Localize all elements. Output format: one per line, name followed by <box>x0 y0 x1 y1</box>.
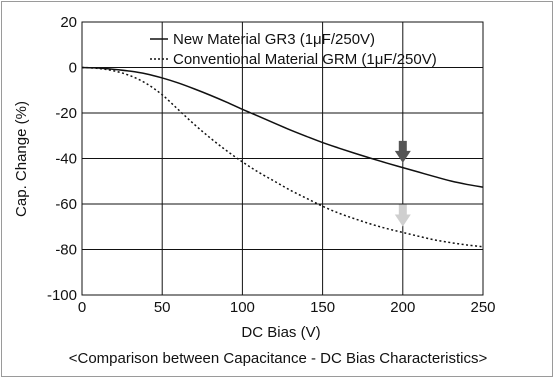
x-tick-label-0: 0 <box>78 299 86 316</box>
y-tick-label-0: 20 <box>60 14 77 31</box>
y-tick-label-3: -40 <box>55 151 77 168</box>
legend-label-series-1: New Material GR3 (1μF/250V) <box>173 31 375 48</box>
y-tick-label-5: -80 <box>55 242 77 259</box>
legend-label-series-2: Conventional Material GRM (1μF/250V) <box>173 51 437 68</box>
down-arrow-icon-2 <box>394 204 411 227</box>
x-tick-label-4: 200 <box>390 299 415 316</box>
arrow-layer <box>394 140 411 227</box>
x-tick-label-5: 250 <box>470 299 495 316</box>
series-line-1 <box>81 66 484 188</box>
plot-area <box>81 21 484 296</box>
y-tick-label-1: 0 <box>69 60 77 77</box>
x-tick-label-2: 100 <box>230 299 255 316</box>
x-tick-label-3: 150 <box>310 299 335 316</box>
x-axis-label: DC Bias (V) <box>241 324 320 341</box>
legend: New Material GR3 (1μF/250V) Conventional… <box>150 31 437 68</box>
y-tick-label-2: -20 <box>55 105 77 122</box>
series-line-2 <box>81 66 484 248</box>
y-tick-label-6: -100 <box>47 287 77 304</box>
grid-lines <box>82 22 483 295</box>
y-axis-label: Cap. Change (%) <box>13 101 30 217</box>
down-arrow-icon-1 <box>394 140 411 163</box>
series-layer <box>81 66 484 248</box>
chart-caption: <Comparison between Capacitance - DC Bia… <box>68 350 488 367</box>
x-tick-label-1: 50 <box>154 299 171 316</box>
y-tick-label-4: -60 <box>55 196 77 213</box>
